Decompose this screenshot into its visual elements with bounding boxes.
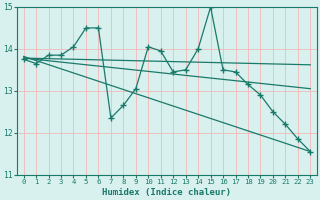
X-axis label: Humidex (Indice chaleur): Humidex (Indice chaleur) [102, 188, 231, 197]
